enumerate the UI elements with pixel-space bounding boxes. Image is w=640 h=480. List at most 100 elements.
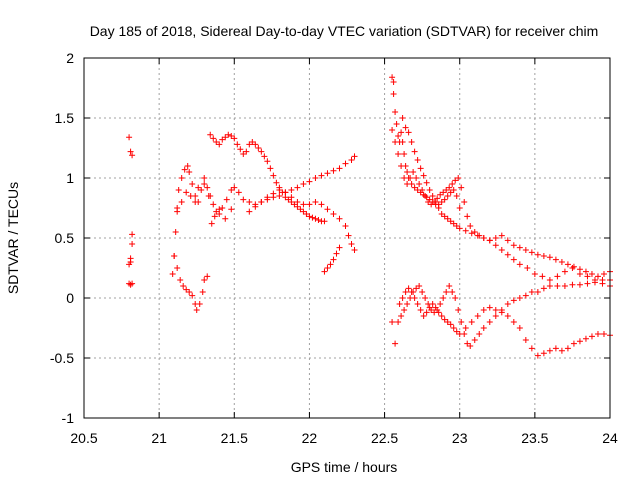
y-tick-label: 0.5 (55, 230, 75, 246)
data-point (492, 307, 499, 313)
series-arc-4 (174, 175, 235, 227)
data-point (455, 175, 462, 181)
data-point (528, 289, 535, 295)
data-point (237, 146, 244, 153)
data-point (411, 295, 418, 301)
data-point (252, 203, 259, 210)
data-point (297, 206, 304, 213)
series-arc-3 (171, 253, 211, 313)
data-point (348, 241, 355, 247)
data-point (389, 74, 396, 81)
data-point (504, 251, 511, 258)
data-point (189, 292, 196, 299)
series-arc-8 (389, 74, 463, 211)
data-point (414, 301, 421, 307)
data-point (273, 179, 280, 186)
plot-frame (83, 57, 611, 419)
x-tick-label: 21.5 (221, 430, 248, 446)
data-point (504, 301, 511, 307)
data-point (288, 187, 295, 193)
data-point (444, 319, 451, 325)
data-point (570, 340, 577, 347)
y-tick-label: -0.5 (50, 350, 74, 366)
data-point (534, 352, 541, 359)
data-point (240, 196, 247, 203)
data-point (492, 235, 499, 241)
ticks-layer: 20.5 21 21.5 22 22.5 23 23.5 24 -1 -0.5 0 0.5 1 1.5 2 (50, 50, 618, 446)
data-point (594, 331, 601, 337)
data-point (246, 199, 253, 205)
data-point (416, 181, 423, 187)
data-point (504, 313, 511, 319)
data-point (428, 201, 435, 208)
data-point (453, 193, 460, 199)
data-point (441, 316, 448, 323)
data-point (401, 175, 408, 181)
data-point (576, 338, 583, 345)
data-point (399, 295, 406, 301)
data-point (127, 281, 134, 288)
data-point (389, 127, 396, 133)
data-point (393, 121, 400, 127)
data-point (588, 271, 595, 277)
data-point (213, 208, 220, 215)
data-point (183, 286, 190, 293)
data-point (420, 313, 427, 319)
data-point (201, 175, 208, 181)
data-point (389, 319, 396, 325)
data-point (422, 295, 429, 301)
data-point (416, 283, 423, 289)
data-point (449, 289, 456, 295)
data-point (447, 218, 454, 225)
data-point (468, 230, 475, 237)
data-point (395, 133, 402, 139)
data-point (504, 237, 511, 244)
data-point (474, 313, 481, 319)
data-point (324, 206, 331, 213)
data-point (528, 345, 535, 352)
data-point (480, 235, 487, 241)
data-point (486, 319, 493, 325)
data-point (291, 201, 298, 208)
data-point (219, 205, 226, 211)
data-point (453, 328, 460, 335)
data-point (450, 187, 457, 193)
data-point (461, 199, 468, 205)
data-point (510, 242, 517, 249)
data-point (205, 193, 212, 199)
data-point (392, 139, 399, 145)
data-point (480, 307, 487, 313)
series-arc-6 (246, 187, 358, 253)
x-tick-label: 23 (452, 430, 468, 446)
grid-layer (84, 58, 610, 418)
data-point (210, 135, 217, 142)
data-point (569, 265, 576, 271)
data-point (411, 184, 418, 191)
data-point (467, 343, 474, 349)
data-point (458, 184, 465, 191)
data-point (449, 181, 456, 187)
data-point (516, 244, 523, 251)
data-point (435, 309, 442, 316)
series-arc-12 (396, 285, 613, 359)
data-point (318, 201, 325, 208)
data-point (348, 157, 355, 163)
data-point (324, 170, 331, 177)
data-point (216, 141, 223, 148)
data-point (516, 295, 523, 301)
data-point (534, 251, 541, 258)
data-point (405, 285, 412, 292)
chart-title: Day 185 of 2018, Sidereal Day-to-day VTE… (90, 23, 599, 39)
data-point (177, 277, 184, 283)
data-point (446, 184, 453, 191)
data-point (255, 145, 262, 151)
data-point (401, 307, 408, 313)
data-point (198, 187, 205, 193)
data-point (285, 196, 292, 203)
data-point (452, 295, 459, 301)
data-point (246, 141, 253, 148)
data-point (223, 196, 230, 203)
data-point (312, 199, 319, 205)
data-point (447, 321, 454, 328)
